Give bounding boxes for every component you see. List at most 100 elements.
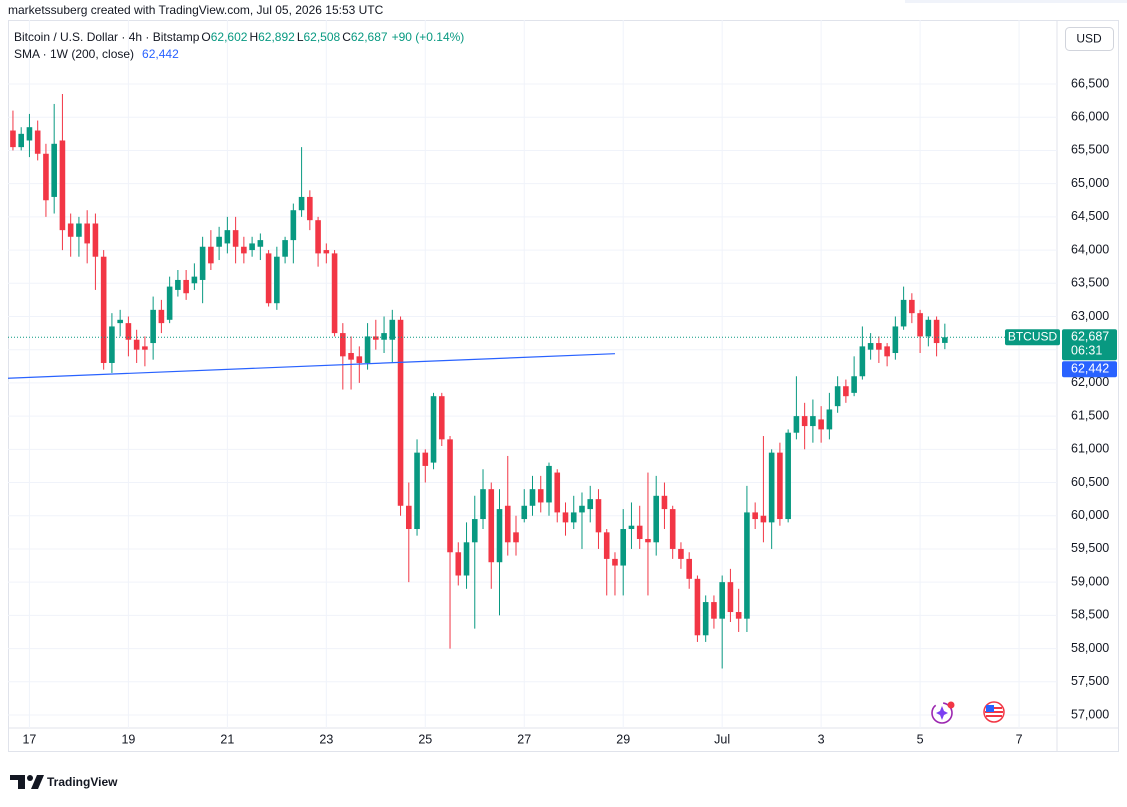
candle-body xyxy=(397,319,404,506)
candle-body xyxy=(389,319,396,340)
y-tick-label: 57,500 xyxy=(1071,674,1109,688)
candle-body xyxy=(463,542,470,576)
candle-body xyxy=(735,612,742,619)
price-badge xyxy=(1062,329,1117,361)
y-tick-label: 60,500 xyxy=(1071,475,1109,489)
candle-body xyxy=(942,337,948,343)
candle-body xyxy=(504,505,511,543)
candle-body xyxy=(142,346,148,350)
candle-body xyxy=(241,246,247,254)
y-tick-label: 60,000 xyxy=(1071,508,1109,522)
y-tick-label: 65,000 xyxy=(1071,176,1109,190)
candle-body xyxy=(199,246,206,280)
candle-body xyxy=(686,558,692,579)
candle-body xyxy=(455,552,462,576)
candle-body xyxy=(100,256,107,363)
y-tick-label: 64,500 xyxy=(1071,209,1109,223)
y-tick-label: 61,500 xyxy=(1071,408,1109,422)
candle-body xyxy=(785,432,791,520)
y-tick-label: 66,500 xyxy=(1071,76,1109,90)
y-tick-label: 61,000 xyxy=(1071,442,1109,456)
y-tick-label: 58,500 xyxy=(1071,608,1109,622)
candle-body xyxy=(307,196,313,221)
candle-body xyxy=(18,133,24,148)
candle-body xyxy=(51,143,57,197)
x-tick-label: 17 xyxy=(22,732,36,746)
x-tick-label: 29 xyxy=(616,732,630,746)
sma-badge-label: 62,442 xyxy=(1071,362,1109,376)
candle-body xyxy=(669,509,676,549)
candle-body xyxy=(628,525,635,530)
candle-body xyxy=(67,223,74,237)
candle-body xyxy=(521,505,528,520)
x-tick-label: 23 xyxy=(319,732,333,746)
countdown-label: 06:31 xyxy=(1071,344,1102,358)
symbol-badge xyxy=(1005,329,1060,346)
candle-body xyxy=(274,256,280,304)
sma-value: 62,442 xyxy=(142,47,179,61)
y-tick-label: 64,000 xyxy=(1071,242,1109,256)
logo-mark xyxy=(10,775,44,789)
candle-body xyxy=(925,319,932,337)
candle-body xyxy=(777,452,783,520)
candle-body xyxy=(711,602,717,619)
candle-body xyxy=(768,452,775,523)
y-tick-label: 66,000 xyxy=(1071,110,1109,124)
candle-body xyxy=(826,409,833,430)
candle-body xyxy=(323,250,330,254)
candle-body xyxy=(290,210,297,241)
y-tick-label: 57,000 xyxy=(1071,707,1109,721)
candle-body xyxy=(373,336,379,340)
currency-label[interactable]: USD xyxy=(1076,32,1102,46)
y-tick-label: 63,500 xyxy=(1071,276,1109,290)
candle-body xyxy=(438,396,445,440)
x-tick-label: 25 xyxy=(418,732,432,746)
y-tick-label: 58,000 xyxy=(1071,641,1109,655)
candle-body xyxy=(851,376,857,393)
ohlc-value: 62,602 xyxy=(211,30,248,44)
ai-icon[interactable] xyxy=(931,701,955,724)
candle-body xyxy=(282,240,288,257)
candle-body xyxy=(636,525,643,539)
candle-body xyxy=(546,465,552,503)
x-tick-label: 5 xyxy=(917,732,924,746)
candle-body xyxy=(265,253,272,304)
logo-text: TradingView xyxy=(47,775,118,789)
symbol-badge-label: BTCUSD xyxy=(1008,329,1058,343)
candle-body xyxy=(744,512,750,619)
flag-icon[interactable] xyxy=(983,701,1005,723)
ohlc-value: 62,508 xyxy=(304,30,341,44)
candle-body xyxy=(587,499,594,510)
candle-body xyxy=(603,532,610,559)
candle-body xyxy=(422,452,429,466)
x-tick-label: 19 xyxy=(121,732,135,746)
candle-body xyxy=(405,505,412,530)
candle-body xyxy=(801,416,808,427)
watermark: marketssuberg created with TradingView.c… xyxy=(8,3,384,17)
candle-body xyxy=(645,538,651,543)
candle-body xyxy=(818,419,824,430)
candle-body xyxy=(843,386,849,397)
x-tick-label: 3 xyxy=(818,732,825,746)
candle-body xyxy=(298,196,305,211)
plot xyxy=(7,93,1057,669)
candle-body xyxy=(579,505,585,513)
candle-body xyxy=(612,558,618,566)
candle-body xyxy=(793,416,800,433)
candle-body xyxy=(694,578,701,636)
candle-body xyxy=(249,243,255,251)
candle-body xyxy=(340,333,346,357)
candle-body xyxy=(810,416,816,427)
candle-body xyxy=(834,386,841,407)
candle-body xyxy=(84,223,90,244)
currency-button[interactable] xyxy=(1065,27,1114,51)
symbol: Bitcoin / U.S. Dollar · 4h · Bitstamp xyxy=(14,30,200,44)
candle-body xyxy=(892,326,899,354)
ohlc-key: O xyxy=(201,30,210,44)
ohlc-key: L xyxy=(297,30,304,44)
candle-body xyxy=(315,220,321,254)
candle-body xyxy=(356,356,363,363)
candle-body xyxy=(158,309,165,324)
candle-body xyxy=(257,240,264,247)
